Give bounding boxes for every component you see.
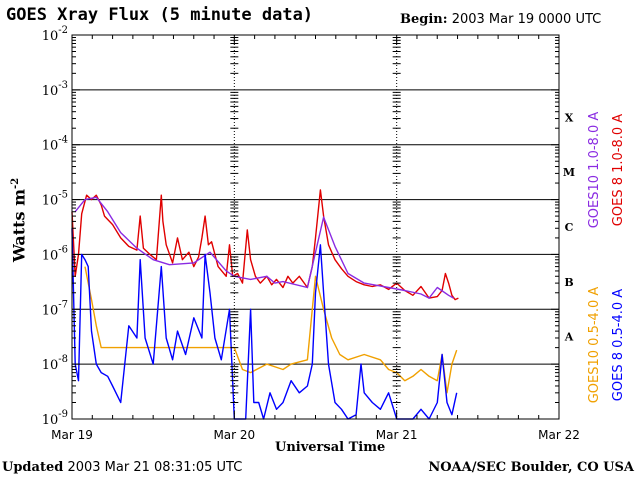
updated-info: Updated 2003 Mar 21 08:31:05 UTC: [2, 460, 242, 475]
series-line-2: [84, 266, 458, 394]
y-axis-ticks: 10-9 10-8 10-7 10-6 10-5 10-4 10-3 10-2: [42, 25, 559, 428]
y-tick-label: 10-5: [42, 190, 68, 209]
y-tick-label: 10-8: [42, 354, 68, 373]
series-line-3: [71, 228, 458, 420]
y-tick-label: 10-7: [42, 299, 68, 318]
y-tick-label: 10-9: [42, 409, 68, 428]
credit-text: NOAA/SEC Boulder, CO USA: [428, 460, 634, 475]
x-axis-ticks: Mar 19 Mar 20 Mar 21 Mar 22: [51, 35, 580, 442]
x-tick-label: Mar 19: [51, 428, 93, 442]
begin-info: Begin: 2003 Mar 19 0000 UTC: [400, 12, 601, 27]
x-tick-label: Mar 21: [376, 428, 418, 442]
flare-class-label: A: [564, 331, 574, 344]
y-axis-label-exp: -2: [10, 177, 22, 189]
legend-entry: GOES 8 1.0-8.0 A: [611, 114, 626, 226]
flare-class-label: B: [564, 276, 573, 289]
y-tick-label: 10-4: [42, 135, 68, 154]
legend-entry: GOES10 1.0-8.0 A: [587, 112, 602, 229]
x-axis-label: Universal Time: [275, 440, 386, 455]
page-title: GOES Xray Flux (5 minute data): [6, 5, 314, 25]
series-group: [71, 189, 459, 420]
x-tick-label: Mar 22: [538, 428, 580, 442]
y-tick-label: 10-6: [42, 244, 68, 263]
legend-entry: GOES 8 0.5-4.0 A: [611, 289, 626, 401]
flare-class-labels: A B C M X: [563, 111, 575, 343]
flare-class-label: M: [563, 166, 575, 179]
y-tick-label: 10-3: [42, 80, 68, 99]
flare-class-label: X: [565, 111, 574, 124]
begin-label: Begin:: [400, 12, 448, 27]
y-tick-label: 10-2: [42, 25, 68, 44]
legend-entry: GOES10 0.5-4.0 A: [587, 287, 602, 404]
flare-class-label: C: [565, 221, 574, 234]
legend: GOES10 1.0-8.0 A GOES 8 1.0-8.0 A GOES10 0…: [587, 112, 626, 404]
updated-value: 2003 Mar 21 08:31:05 UTC: [67, 460, 243, 475]
grid-lines: [72, 35, 559, 419]
series-line-0: [74, 196, 454, 299]
y-axis-label: Watts m-2: [10, 178, 29, 262]
plot-frame: [71, 34, 560, 420]
x-tick-label: Mar 20: [213, 428, 255, 442]
updated-label: Updated: [2, 460, 64, 475]
begin-value: 2003 Mar 19 0000 UTC: [451, 12, 602, 27]
y-axis-label-text: Watts m: [9, 188, 29, 263]
series-line-1: [71, 189, 459, 301]
